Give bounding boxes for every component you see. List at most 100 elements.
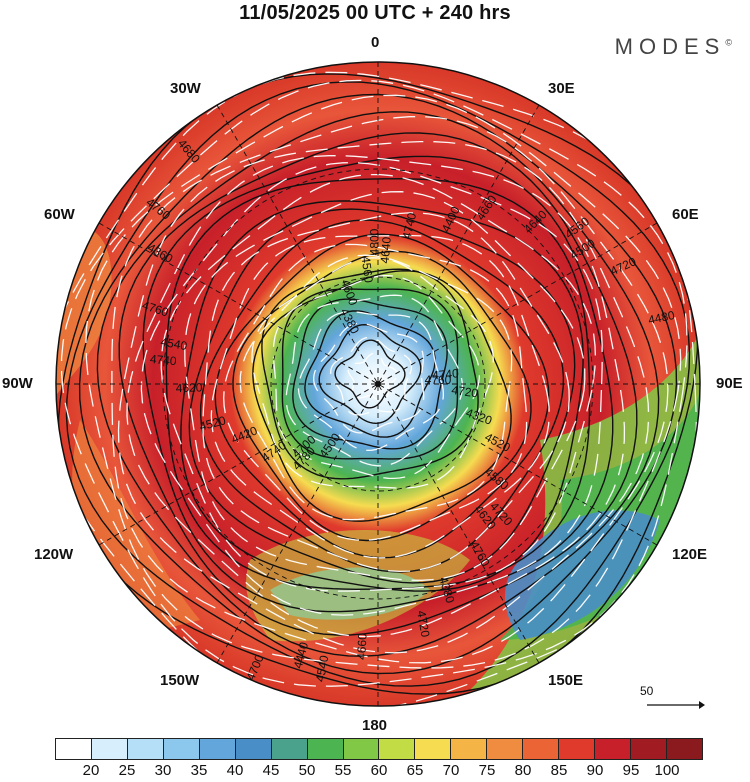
reference-vector-arrow [647, 701, 705, 709]
colorbar-swatch [379, 739, 416, 759]
colorbar-tick-label: 90 [586, 762, 604, 779]
colorbar-swatch [56, 739, 92, 759]
lon-label-90w: 90W [2, 375, 33, 392]
colorbar-tick-label: 30 [154, 762, 172, 779]
lon-label-30w: 30W [170, 80, 201, 97]
height-contour-line [180, 200, 584, 592]
contour-label: 4560 [359, 255, 376, 284]
contour-label: 4480 [647, 308, 676, 327]
colorbar-tick-label: 95 [622, 762, 640, 779]
contour-label: 4720 [414, 609, 432, 638]
height-contour-line [232, 250, 532, 542]
height-contour-line [318, 323, 422, 425]
height-contour-line [292, 298, 448, 450]
colorbar-tick-label: 80 [514, 762, 532, 779]
wind-streamline [56, 71, 698, 706]
height-contour-line [281, 288, 459, 460]
height-contour-line [96, 111, 660, 657]
contour-label: 4740 [149, 352, 177, 368]
wind-streamlines [56, 71, 698, 706]
contour-label: 4520 [198, 413, 228, 434]
colorbar-tick-label: 85 [550, 762, 568, 779]
colorbar-swatch [415, 739, 452, 759]
lon-label-150w: 150W [160, 672, 200, 689]
colorbar-tick-label: 20 [82, 762, 100, 779]
reference-vector-label: 50 [640, 684, 654, 698]
height-contour-line [304, 310, 436, 438]
colorbar-tick-label: 45 [262, 762, 280, 779]
colorbar-swatch [451, 739, 488, 759]
lon-label-90e: 90E [716, 375, 743, 392]
colorbar-swatch [523, 739, 560, 759]
contour-label: 4660 [354, 632, 369, 660]
contour-label: 4440 [291, 640, 312, 670]
colorbar-swatch [631, 739, 667, 759]
wind-streamline [85, 94, 682, 669]
contour-label: 4540 [160, 335, 189, 353]
wind-streamline [347, 352, 398, 402]
contour-label: 4540 [313, 654, 331, 683]
lon-label-180: 180 [362, 717, 388, 734]
lon-label-150e: 150E [548, 672, 584, 689]
wind-streamline [239, 254, 513, 521]
colorbar-tick-label: 65 [406, 762, 424, 779]
wind-streamline [330, 336, 413, 416]
lon-label-120e: 120E [672, 546, 708, 563]
colorbar-tick-label: 50 [298, 762, 316, 779]
colorbar-tick-label: 60 [370, 762, 388, 779]
wind-streamline [297, 311, 444, 452]
contour-label: 4800 [368, 228, 382, 255]
wind-streamline [210, 234, 550, 559]
contour-label: 4720 [451, 383, 480, 401]
brand-name: MODES [614, 34, 726, 59]
pole-marker [375, 381, 381, 387]
contour-label: 4740 [400, 211, 420, 240]
wind-streamline [60, 79, 688, 687]
colorbar-tick-label: 55 [334, 762, 352, 779]
contour-label: 4740 [432, 366, 460, 382]
graticule [56, 62, 700, 706]
colorbar-swatch [91, 739, 128, 759]
colorbar-swatch [559, 739, 596, 759]
colorbar-tick-label: 100 [654, 762, 680, 779]
contour-label: 4620 [175, 380, 202, 395]
wind-streamline [140, 162, 603, 616]
wind-streamline [184, 191, 586, 581]
colorbar-swatch [199, 739, 236, 759]
lon-label-30e: 30E [548, 80, 575, 97]
colorbar-swatch [307, 739, 344, 759]
contour-label: 4640 [378, 236, 394, 264]
colorbar-swatch [595, 739, 631, 759]
wind-streamline [126, 155, 626, 638]
colorbar-swatch [235, 739, 272, 759]
wind-streamline [223, 243, 528, 541]
lon-label-60e: 60E [672, 206, 699, 223]
colorbar-swatch [666, 739, 702, 759]
brand-logo: MODES© [615, 34, 732, 60]
colorbar [55, 738, 703, 760]
parallel-80 [270, 276, 486, 492]
wind-streamline [111, 116, 669, 664]
colorbar-tick-label: 75 [478, 762, 496, 779]
lon-label-60w: 60W [44, 206, 75, 223]
height-contour-line [334, 339, 406, 409]
parallel-70 [162, 168, 594, 600]
contour-label: 4760 [425, 373, 452, 387]
brand-mark: © [725, 37, 732, 48]
colorbar-tick-label: 35 [190, 762, 208, 779]
wind-streamline [272, 274, 481, 480]
shade-yellow-s [246, 530, 470, 642]
lon-label-120w: 120W [34, 546, 74, 563]
map-title: 11/05/2025 00 UTC + 240 hrs [239, 2, 511, 24]
wind-streamline [285, 294, 464, 467]
wind-streamline [117, 140, 650, 654]
colorbar-tick-label: 70 [442, 762, 460, 779]
lon-label-0: 0 [371, 34, 380, 51]
height-contour-line [78, 93, 678, 675]
colorbar-tick-label: 25 [118, 762, 136, 779]
colorbar-swatch [163, 739, 200, 759]
wind-streamline [313, 322, 425, 434]
colorbar-swatch [343, 739, 380, 759]
colorbar-tick-label: 40 [226, 762, 244, 779]
